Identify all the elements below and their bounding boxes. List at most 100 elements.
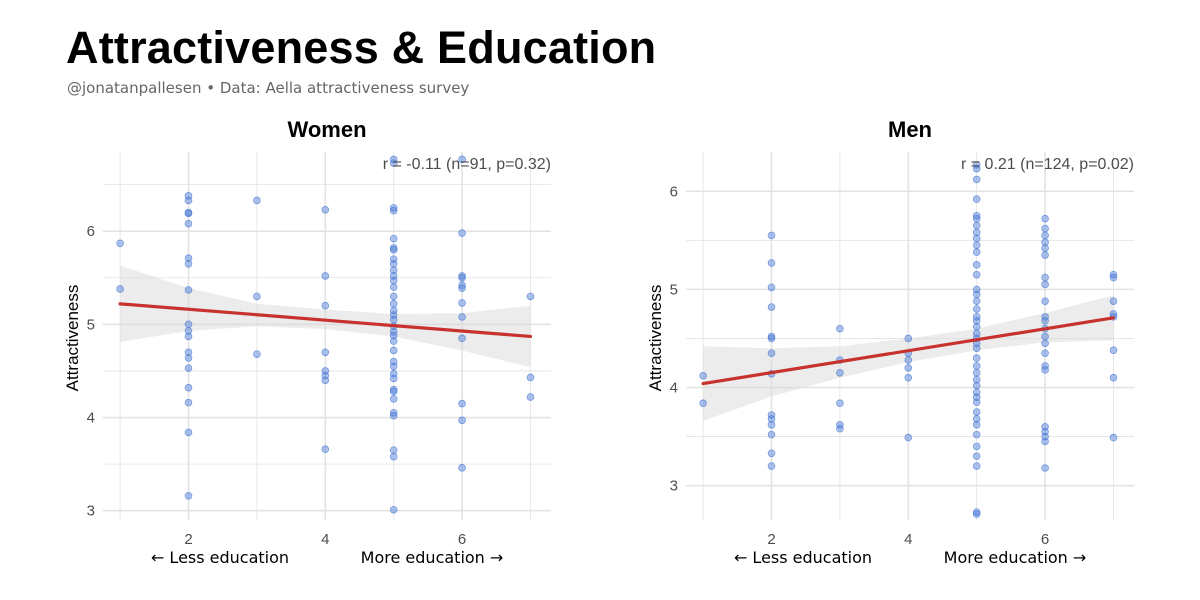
data-point: [458, 284, 466, 292]
data-point: [321, 376, 330, 385]
data-point: [836, 399, 844, 408]
data-point: [389, 266, 398, 275]
data-point: [972, 398, 981, 407]
data-point: [389, 259, 398, 268]
y-tick-label: 4: [87, 410, 95, 427]
data-point: [526, 373, 535, 382]
data-point: [767, 430, 776, 439]
data-point: [972, 164, 981, 173]
women-confidence-ribbon: [120, 265, 531, 368]
data-point: [1041, 339, 1049, 348]
data-point: [184, 196, 193, 205]
data-point: [389, 292, 398, 301]
data-point: [1041, 464, 1049, 472]
data-point: [767, 334, 776, 343]
data-point: [972, 415, 981, 423]
data-point: [184, 320, 193, 329]
page-subtitle: @jonatanpallesen • Data: Aella attractiv…: [67, 79, 470, 97]
data-point: [972, 510, 981, 518]
data-point: [904, 334, 913, 343]
data-point: [184, 383, 193, 392]
data-point: [972, 270, 981, 279]
data-point: [389, 331, 398, 340]
data-point: [184, 364, 193, 372]
data-point: [972, 508, 981, 516]
data-point: [1109, 270, 1118, 279]
women-correlation-annotation: r = -0.11 (n=91, p=0.32): [383, 156, 551, 173]
data-point: [699, 371, 707, 380]
data-point: [321, 205, 330, 214]
data-point: [1041, 224, 1049, 233]
data-point: [184, 259, 193, 268]
women-x-ticks: 2 4 6: [184, 531, 466, 548]
page-title: Attractiveness & Education: [66, 22, 657, 73]
y-tick-label: 3: [670, 478, 678, 495]
data-point: [184, 428, 193, 437]
data-point: [972, 305, 981, 313]
data-point: [1041, 244, 1049, 252]
data-point: [972, 442, 981, 451]
data-point: [389, 315, 398, 324]
data-point: [767, 411, 776, 419]
men-panel-title: Men: [888, 117, 932, 142]
data-point: [1041, 349, 1049, 357]
data-point: [972, 241, 981, 250]
data-point: [972, 297, 981, 305]
data-point: [389, 246, 398, 254]
data-point: [389, 374, 398, 383]
data-point: [1041, 366, 1049, 374]
data-point: [458, 399, 466, 408]
data-point: [767, 332, 776, 341]
data-point: [972, 211, 981, 220]
y-tick-label: 5: [87, 316, 95, 333]
data-point: [389, 276, 398, 285]
data-point: [1041, 238, 1049, 247]
data-point: [184, 398, 193, 407]
data-point: [972, 430, 981, 439]
data-point: [389, 387, 398, 396]
data-point: [972, 368, 981, 377]
data-point: [389, 300, 398, 308]
data-point: [1041, 332, 1049, 341]
women-y-axis-label: Attractiveness: [63, 285, 82, 392]
data-point: [972, 248, 981, 256]
data-point: [972, 408, 981, 416]
data-point: [389, 234, 398, 243]
data-point: [389, 159, 398, 167]
data-point: [1041, 214, 1049, 223]
data-point: [1041, 437, 1049, 446]
data-point: [321, 348, 330, 357]
y-tick-label: 6: [87, 223, 95, 240]
data-point: [1041, 231, 1049, 240]
data-point: [836, 368, 844, 377]
data-point: [972, 214, 981, 223]
women-points: [116, 155, 535, 514]
y-tick-label: 4: [670, 380, 678, 397]
men-x-ticks: 2 4 6: [767, 531, 1049, 548]
data-point: [321, 301, 330, 310]
data-point: [389, 337, 398, 345]
x-tick-label: 2: [184, 531, 192, 548]
data-point: [972, 354, 981, 362]
data-point: [836, 424, 844, 433]
data-point: [389, 244, 398, 252]
data-point: [767, 449, 776, 458]
x-tick-label: 6: [458, 531, 466, 548]
data-point: [458, 272, 466, 280]
data-point: [1041, 251, 1049, 259]
data-point: [1109, 373, 1118, 382]
data-point: [184, 354, 193, 362]
data-point: [767, 462, 776, 470]
data-point: [184, 327, 193, 335]
data-point: [184, 219, 193, 228]
women-panel-title: Women: [287, 117, 366, 142]
data-point: [972, 375, 981, 384]
data-point: [972, 228, 981, 237]
men-x-label-less: ← Less education: [734, 548, 872, 567]
data-point: [767, 259, 776, 267]
data-point: [904, 356, 913, 364]
women-x-label-less: ← Less education: [151, 548, 289, 567]
y-tick-label: 5: [670, 281, 678, 298]
data-point: [389, 204, 398, 212]
